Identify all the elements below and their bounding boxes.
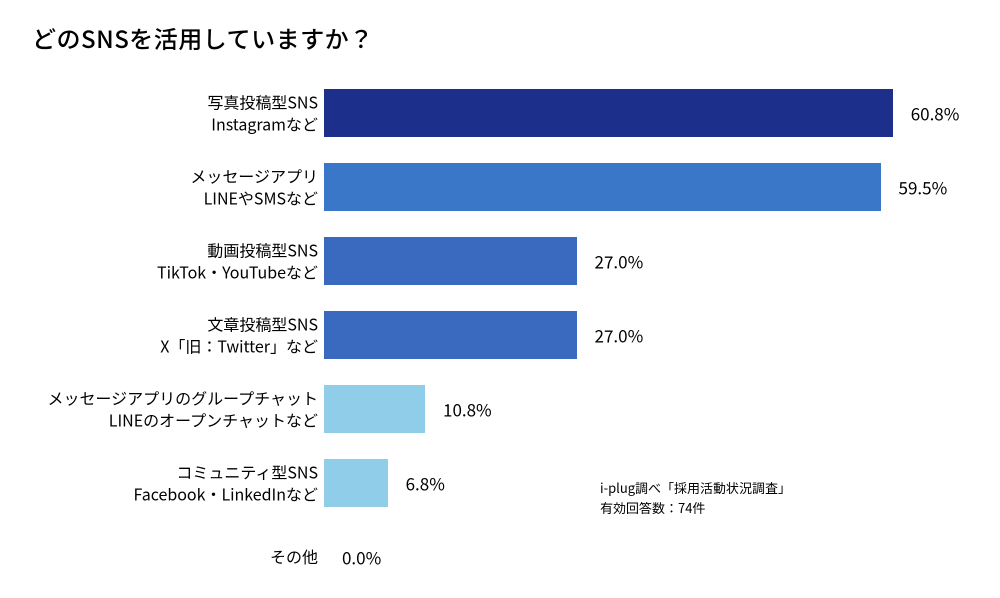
value-label: 6.8%	[406, 471, 445, 496]
bar-track	[324, 163, 932, 211]
bar-row: 動画投稿型SNS TikTok・YouTubeなど 27.0%	[0, 228, 1000, 294]
category-label: メッセージアプリのグループチャット LINEのオープンチャットなど	[47, 387, 318, 430]
note-line-1: i-plug調べ「採用活動状況調査」	[600, 478, 791, 497]
bar	[324, 311, 577, 359]
sns-usage-chart: どのSNSを活用していますか？ 写真投稿型SNS Instagramなど 60.8…	[0, 0, 1000, 598]
value-label: 0.0%	[342, 545, 381, 570]
bar-row: その他 0.0%	[0, 524, 1000, 590]
bar-row: メッセージアプリのグループチャット LINEのオープンチャットなど 10.8%	[0, 376, 1000, 442]
category-label: 動画投稿型SNS TikTok・YouTubeなど	[157, 239, 318, 282]
chart-title: どのSNSを活用していますか？	[32, 20, 374, 55]
category-label: 文章投稿型SNS X「旧：Twitter」など	[160, 313, 318, 356]
bar	[324, 385, 425, 433]
bar-row: メッセージアプリ LINEやSMSなど 59.5%	[0, 154, 1000, 220]
category-label: コミュニティ型SNS Facebook・LinkedInなど	[134, 461, 318, 504]
value-label: 10.8%	[443, 397, 492, 422]
category-label: 写真投稿型SNS Instagramなど	[207, 91, 318, 134]
bar	[324, 459, 388, 507]
bar-row: 写真投稿型SNS Instagramなど 60.8%	[0, 80, 1000, 146]
bar	[324, 237, 577, 285]
category-label: メッセージアプリ LINEやSMSなど	[190, 165, 318, 208]
bar	[324, 163, 881, 211]
bar	[324, 89, 893, 137]
bar-row: 文章投稿型SNS X「旧：Twitter」など 27.0%	[0, 302, 1000, 368]
bar-track	[324, 533, 932, 581]
note-line-2: 有効回答数：74件	[600, 498, 705, 517]
bar-row: コミュニティ型SNS Facebook・LinkedInなど 6.8%	[0, 450, 1000, 516]
bar-track	[324, 385, 932, 433]
chart-source-note: i-plug調べ「採用活動状況調査」 有効回答数：74件	[600, 478, 791, 517]
chart-plot-area: 写真投稿型SNS Instagramなど 60.8% メッセージアプリ LINEやS…	[0, 80, 1000, 598]
value-label: 59.5%	[899, 175, 948, 200]
bar-track	[324, 89, 932, 137]
value-label: 27.0%	[595, 249, 644, 274]
category-label: その他	[270, 546, 318, 568]
value-label: 27.0%	[595, 323, 644, 348]
value-label: 60.8%	[911, 101, 960, 126]
